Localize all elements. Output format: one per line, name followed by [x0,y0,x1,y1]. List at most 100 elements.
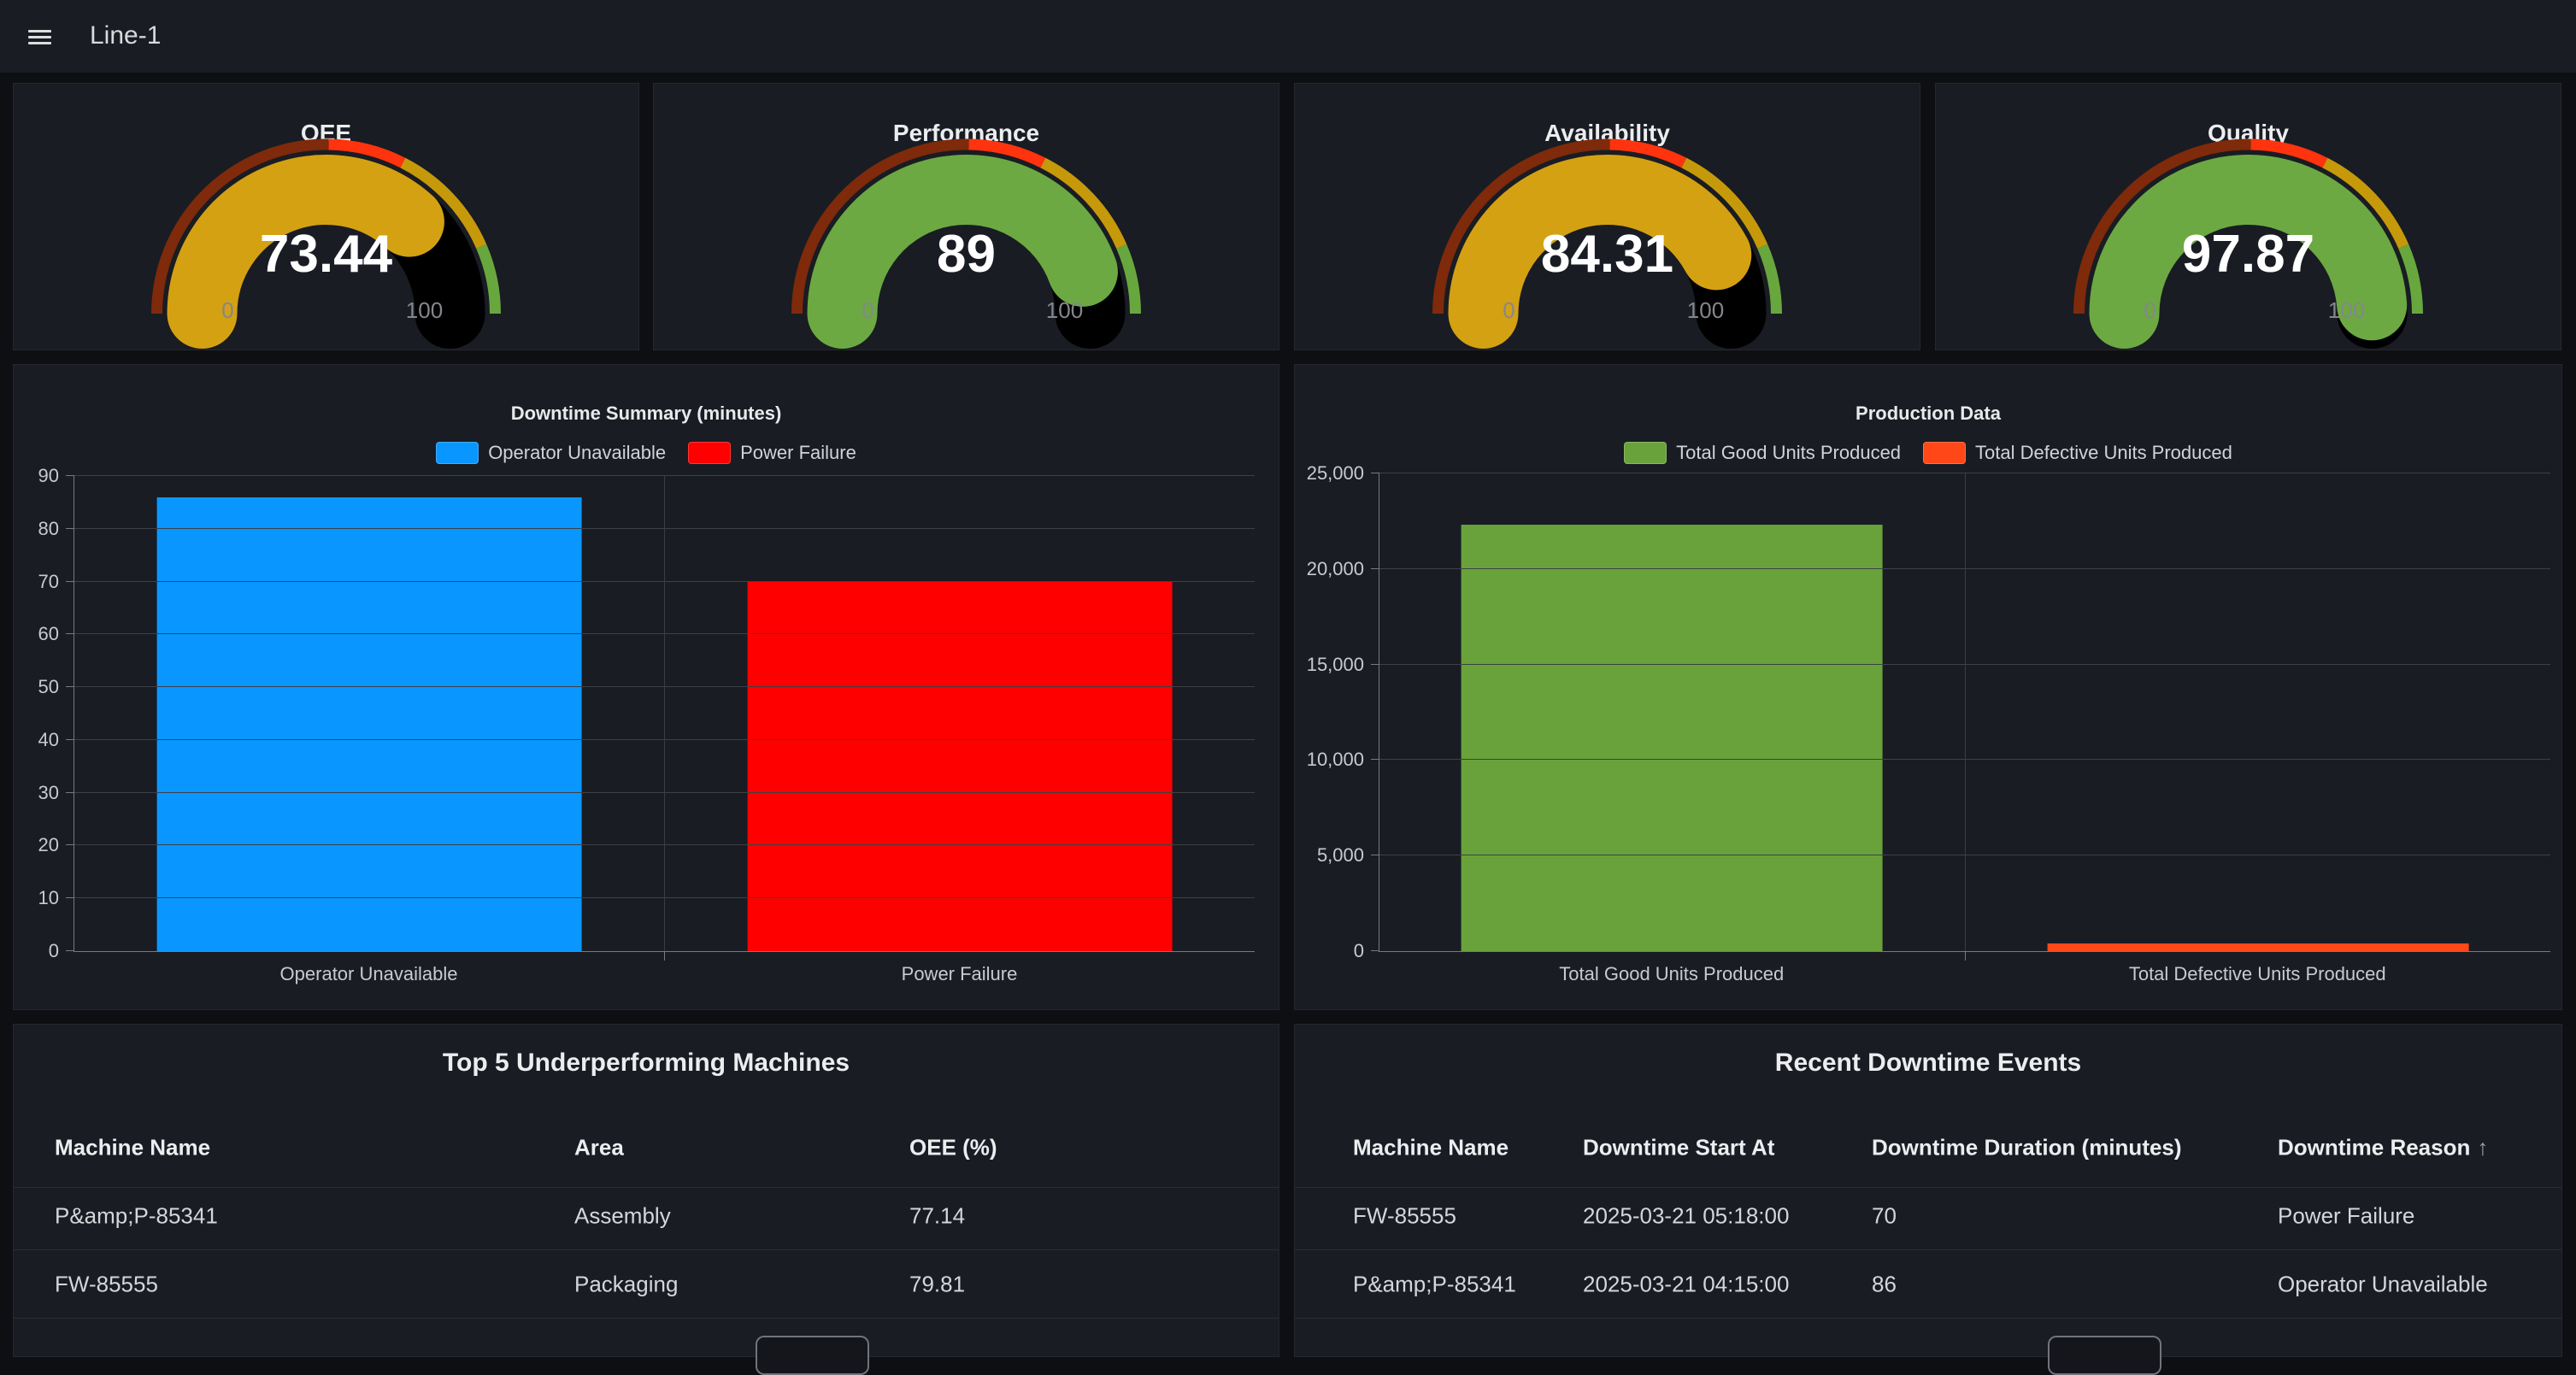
pagination-button[interactable] [756,1336,869,1375]
table-cell: 2025-03-21 04:15:00 [1583,1271,1790,1297]
table-row: P&amp;P-85341 2025-03-21 04:15:00 86 Ope… [1295,1264,2561,1305]
y-axis-tick [66,844,74,846]
y-axis-tick-label: 50 [38,676,59,698]
top5-machines-table-panel: Top 5 Underperforming Machines Machine N… [13,1024,1279,1375]
legend-swatch-icon [436,442,479,464]
table-cell: P&amp;P-85341 [1353,1271,1516,1297]
table-cell: P&amp;P-85341 [55,1202,218,1229]
y-axis-tick-label: 25,000 [1306,462,1364,484]
pagination-button[interactable] [2048,1336,2161,1375]
y-axis-tick [66,475,74,476]
column-header[interactable]: Downtime Start At [1583,1134,1775,1161]
table-cell: 2025-03-21 05:18:00 [1583,1202,1790,1229]
y-axis-tick-label: 40 [38,728,59,750]
gridline [74,897,1255,899]
gridline [74,738,1255,740]
hamburger-menu-icon[interactable] [22,20,56,54]
category-slot [1379,473,1966,961]
x-axis-labels: Total Good Units Produced Total Defectiv… [1379,963,2550,985]
legend-swatch-icon [688,442,732,464]
table-cell: 77.14 [909,1202,966,1229]
x-axis-label: Power Failure [901,963,1018,984]
category-slot [665,476,1255,951]
gridline [74,791,1255,793]
legend-item[interactable]: Total Defective Units Produced [1923,442,2232,464]
gauge-value: 73.44 [259,225,393,284]
gauge-value: 84.31 [1540,225,1674,284]
y-axis-tick [66,791,74,793]
gridline [74,686,1255,688]
category-slot [1966,473,2551,951]
chart-title: Production Data [1856,403,2001,424]
gridline [74,633,1255,635]
table-cell: Power Failure [2278,1202,2415,1229]
column-header[interactable]: Downtime Duration (minutes) [1872,1134,2182,1161]
gauge-panel-performance: Performance 89 0 100 [653,83,1279,350]
column-header[interactable]: Machine Name [1353,1134,1509,1161]
table-cell: Operator Unavailable [2278,1271,2488,1297]
y-axis-tick [66,950,74,951]
column-header[interactable]: Area [574,1134,624,1161]
table-row: P&amp;P-85341 Assembly 77.14 [14,1196,1279,1237]
x-axis-label: Total Good Units Produced [1559,963,1785,984]
gauge-arc [2073,138,2423,349]
category-slot [74,476,665,961]
column-header[interactable]: OEE (%) [909,1134,997,1161]
production-data-chart-panel: Production Data Total Good Units Produce… [1294,364,2562,1010]
plot-area: 0 5,000 10,000 15,000 20,000 25,000 [1307,462,2551,961]
y-axis-tick-label: 10 [38,887,59,909]
table-title: Recent Downtime Events [1774,1049,2082,1077]
sort-ascending-icon: ↑ [2477,1134,2489,1161]
bar-defective-units [2047,943,2469,951]
gauge-max-label: 100 [405,297,444,323]
y-axis-tick-label: 70 [38,570,59,592]
y-axis-tick [66,686,74,688]
legend-label: Total Good Units Produced [1676,442,1902,463]
y-axis-tick-label: 10,000 [1306,749,1364,771]
table-cell: FW-85555 [1353,1202,1456,1229]
table-cell: Assembly [574,1202,671,1229]
gauge-arc [151,138,501,349]
gridline [1379,759,2550,761]
chart-legend: Total Good Units Produced Total Defectiv… [1295,442,2561,464]
y-axis-tick-label: 0 [48,940,59,961]
y-axis-tick [1371,759,1379,761]
chart-title: Downtime Summary (minutes) [510,403,782,424]
gauge-value: 97.87 [2181,225,2315,284]
table-cell: 79.81 [909,1271,966,1297]
y-axis-tick-label: 15,000 [1306,653,1364,675]
table-cell: 86 [1872,1271,1897,1297]
table-row: FW-85555 2025-03-21 05:18:00 70 Power Fa… [1295,1196,2561,1237]
legend-item[interactable]: Total Good Units Produced [1624,442,1901,464]
divider [1295,1249,2561,1250]
column-header-sorted[interactable]: Downtime Reason ↑ [2278,1135,2488,1161]
legend-swatch-icon [1923,442,1967,464]
table-cell: 70 [1872,1202,1897,1229]
gridline [74,844,1255,846]
gauge-arc [1432,138,1782,349]
gauge-panel-availability: Availability 84.31 0 100 [1294,83,1920,350]
table-row: FW-85555 Packaging 79.81 [14,1264,1279,1305]
divider [1295,1187,2561,1188]
y-axis-tick [1371,663,1379,665]
bar-operator-unavailable [156,497,582,951]
gridline [1379,567,2550,569]
legend-item[interactable]: Operator Unavailable [436,442,666,464]
x-axis-labels: Operator Unavailable Power Failure [74,963,1255,985]
top-navigation-bar: Line-1 [0,0,2576,73]
column-header[interactable]: Machine Name [55,1134,211,1161]
gauge-min-label: 0 [2144,297,2156,323]
y-axis-tick-label: 20 [38,834,59,856]
legend-label: Power Failure [740,442,856,463]
bar-good-units [1461,525,1883,951]
y-axis-tick-label: 90 [38,465,59,486]
y-axis-tick [66,527,74,529]
gauge-max-label: 100 [1686,297,1725,323]
gauge-panel-quality: Quality 97.87 0 100 [1935,83,2561,350]
table-header-row: Machine Name Downtime Start At Downtime … [1295,1127,2561,1168]
gridline [74,527,1255,529]
y-axis-tick-label: 20,000 [1306,557,1364,579]
gridline [1379,663,2550,665]
legend-item[interactable]: Power Failure [688,442,856,464]
y-axis-tick-label: 0 [1353,940,1364,961]
